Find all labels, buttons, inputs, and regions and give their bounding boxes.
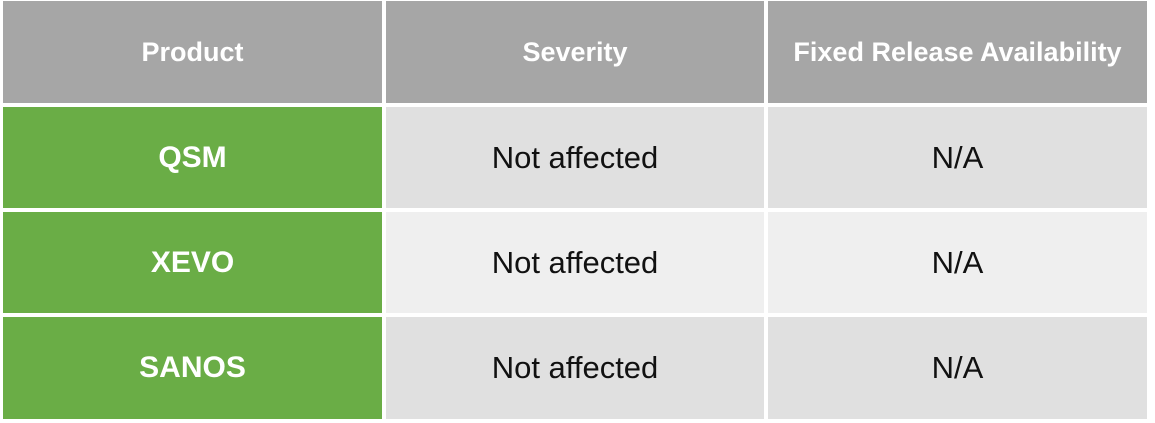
table-row-fixed-release-cell: N/A bbox=[768, 107, 1147, 208]
table-row-severity-cell: Not affected bbox=[386, 212, 764, 313]
column-header-severity: Severity bbox=[386, 1, 764, 103]
table-row-fixed-release-cell: N/A bbox=[768, 317, 1147, 419]
table-row-severity-cell: Not affected bbox=[386, 107, 764, 208]
advisory-table: Product Severity Fixed Release Availabil… bbox=[3, 1, 1147, 419]
column-header-product: Product bbox=[3, 1, 382, 103]
table-row-product-cell: SANOS bbox=[3, 317, 382, 419]
table-row-product-cell: QSM bbox=[3, 107, 382, 208]
table-row-fixed-release-cell: N/A bbox=[768, 212, 1147, 313]
table-row-product-cell: XEVO bbox=[3, 212, 382, 313]
column-header-fixed-release: Fixed Release Availability bbox=[768, 1, 1147, 103]
table-row-severity-cell: Not affected bbox=[386, 317, 764, 419]
